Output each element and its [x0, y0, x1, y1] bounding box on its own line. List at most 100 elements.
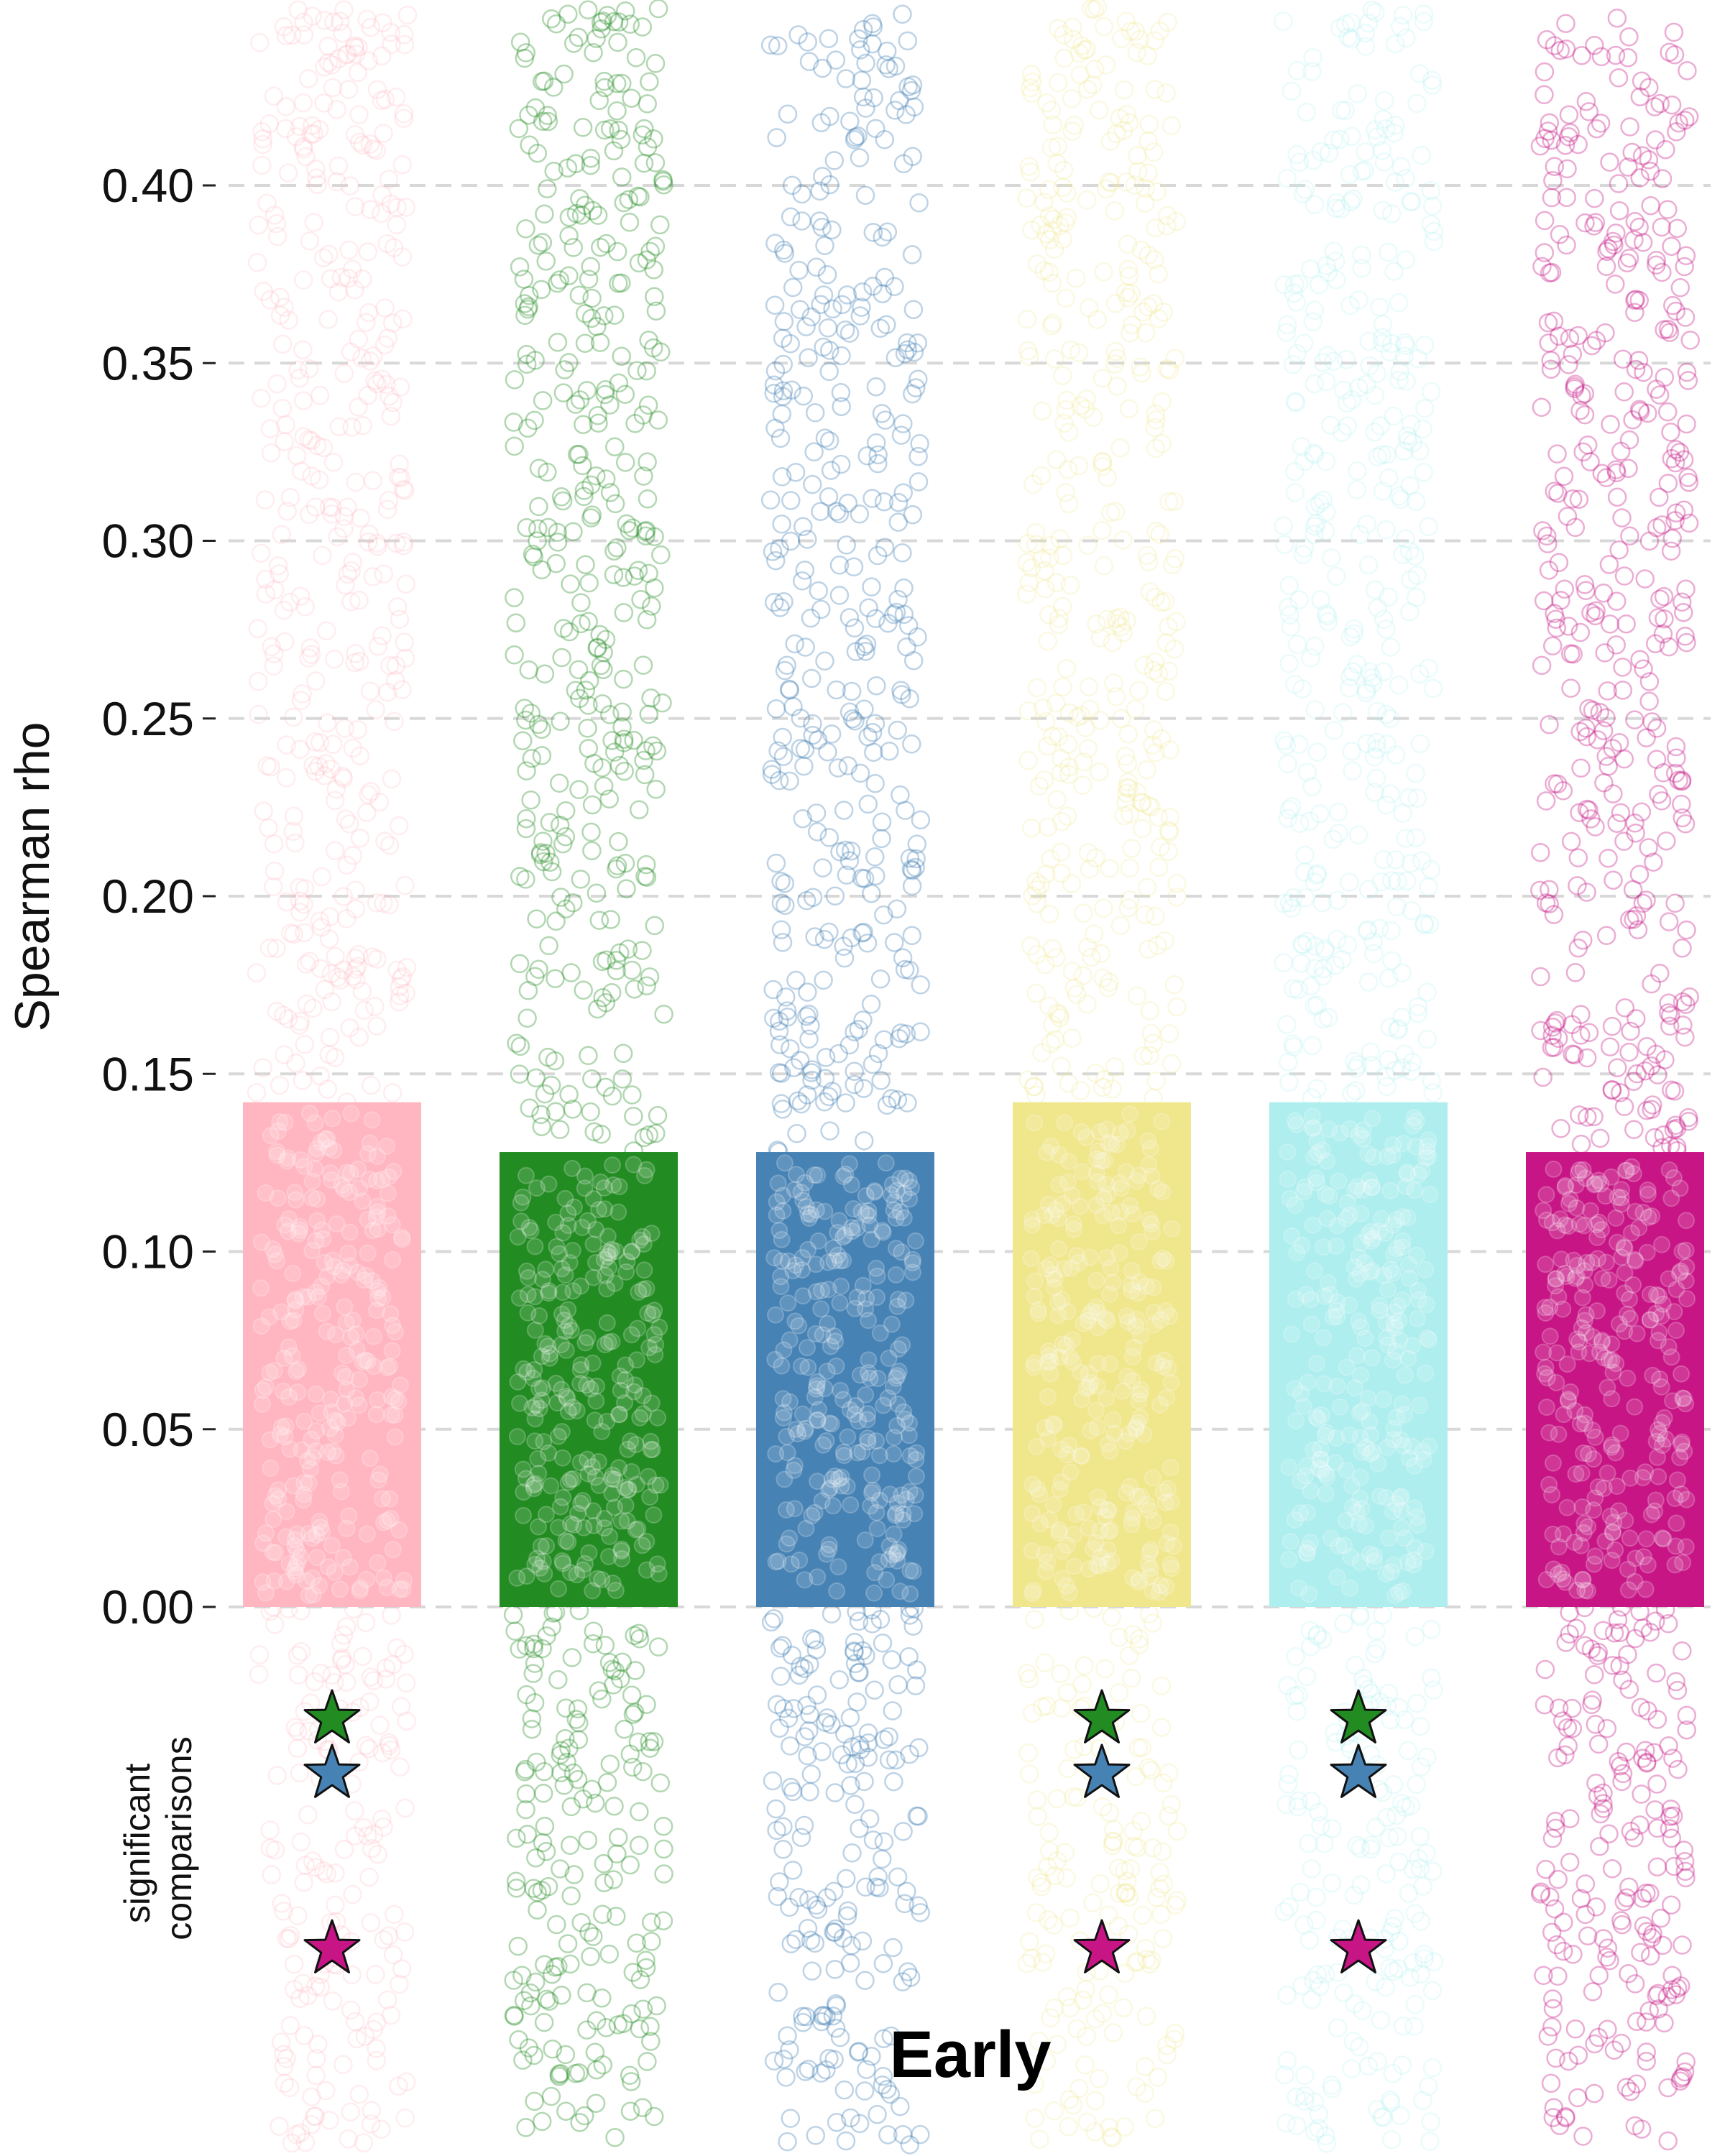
- jitter-point: [1300, 1637, 1320, 1657]
- jitter-point: [612, 1652, 632, 1672]
- jitter-point: [1560, 1624, 1579, 1644]
- bar-point: [1035, 1207, 1053, 1224]
- jitter-point: [868, 1867, 888, 1886]
- jitter-point: [1017, 553, 1037, 572]
- jitter-point: [874, 905, 893, 925]
- jitter-point: [1018, 534, 1038, 553]
- jitter-point: [1627, 906, 1647, 926]
- bar-point: [1384, 1503, 1402, 1521]
- jitter-point: [1042, 1015, 1062, 1034]
- jitter-point: [536, 1842, 556, 1861]
- jitter-point: [1145, 31, 1164, 50]
- bar-point: [606, 1274, 624, 1292]
- jitter-point: [900, 960, 919, 980]
- jitter-point: [346, 899, 366, 918]
- jitter-point: [613, 1044, 633, 1064]
- jitter-point: [287, 2125, 306, 2145]
- jitter-point: [341, 2102, 360, 2122]
- bar-point: [1124, 1503, 1142, 1521]
- jitter-point: [1316, 502, 1336, 522]
- bar-point: [633, 1227, 651, 1245]
- bar-point: [533, 1379, 551, 1397]
- jitter-point: [770, 1638, 790, 1658]
- jitter-point: [1563, 489, 1583, 509]
- jitter-point: [1417, 982, 1437, 1002]
- jitter-point: [1302, 1990, 1322, 2009]
- jitter-point: [309, 120, 329, 139]
- bar-point: [1100, 1523, 1118, 1541]
- jitter-point: [392, 1959, 412, 1978]
- jitter-point: [824, 1922, 843, 1942]
- jitter-point: [1348, 825, 1368, 845]
- bar-point: [619, 1440, 637, 1458]
- jitter-point: [614, 669, 633, 689]
- bar-point: [1673, 1433, 1691, 1451]
- jitter-point: [1396, 829, 1415, 848]
- jitter-point: [1294, 2091, 1315, 2111]
- jitter-point: [1407, 788, 1427, 808]
- jitter-point: [1376, 795, 1396, 815]
- bar-point: [1073, 1391, 1090, 1409]
- bar-point: [281, 1440, 299, 1458]
- jitter-point: [1108, 349, 1127, 368]
- bar-point: [826, 1468, 844, 1485]
- bar-point: [559, 1217, 577, 1235]
- bar-point: [1129, 1414, 1147, 1432]
- jitter-point: [1381, 2130, 1402, 2150]
- bar-point: [1660, 1161, 1678, 1179]
- jitter-point: [1310, 494, 1330, 513]
- jitter-point: [1677, 632, 1696, 653]
- jitter-point: [1376, 1977, 1395, 1997]
- jitter-point: [1080, 699, 1100, 719]
- jitter-point: [346, 969, 366, 990]
- bar-point: [610, 1178, 628, 1196]
- jitter-point: [296, 147, 316, 167]
- jitter-point: [866, 377, 886, 397]
- jitter-point: [582, 505, 602, 525]
- jitter-point: [864, 88, 883, 108]
- bar-point: [272, 1418, 290, 1436]
- jitter-point: [1565, 377, 1585, 397]
- bar-point: [286, 1292, 304, 1310]
- jitter-point: [1619, 27, 1639, 47]
- bar-point: [1565, 1534, 1583, 1551]
- jitter-point: [650, 215, 670, 235]
- jitter-point: [1370, 298, 1389, 317]
- jitter-point: [1394, 346, 1414, 366]
- jitter-point: [1673, 939, 1692, 958]
- jitter-point: [558, 4, 578, 24]
- bar-point: [617, 1496, 635, 1514]
- bar-point: [829, 1224, 847, 1242]
- jitter-point: [293, 1973, 313, 1994]
- jitter-point: [611, 129, 631, 149]
- bar-point: [802, 1205, 820, 1223]
- jitter-point: [1044, 1915, 1064, 1935]
- jitter-point: [1039, 996, 1059, 1016]
- jitter-point: [1155, 931, 1174, 951]
- bar-point: [850, 1412, 868, 1430]
- jitter-point: [1422, 70, 1442, 90]
- bar-point: [1330, 1172, 1348, 1190]
- jitter-point: [1607, 487, 1627, 507]
- jitter-point: [796, 637, 815, 657]
- jitter-point: [850, 148, 870, 167]
- bar-point: [610, 1203, 627, 1221]
- jitter-point: [1642, 1056, 1661, 1076]
- jitter-point: [1619, 430, 1639, 450]
- bar-point: [1351, 1515, 1368, 1533]
- bar-point: [340, 1507, 358, 1525]
- jitter-point: [814, 929, 834, 949]
- jitter-point: [375, 298, 395, 318]
- bar-point: [359, 1244, 377, 1262]
- jitter-point: [1075, 40, 1095, 60]
- bar-point: [1379, 1336, 1397, 1354]
- jitter-point: [858, 1723, 878, 1743]
- jitter-point: [1581, 809, 1601, 829]
- bar-point: [832, 1468, 850, 1486]
- jitter-point: [1545, 1899, 1565, 1919]
- jitter-point: [852, 1641, 873, 1661]
- bar-point: [647, 1335, 665, 1353]
- bar-point: [829, 1470, 847, 1488]
- jitter-point: [1035, 579, 1055, 599]
- jitter-point: [264, 86, 284, 106]
